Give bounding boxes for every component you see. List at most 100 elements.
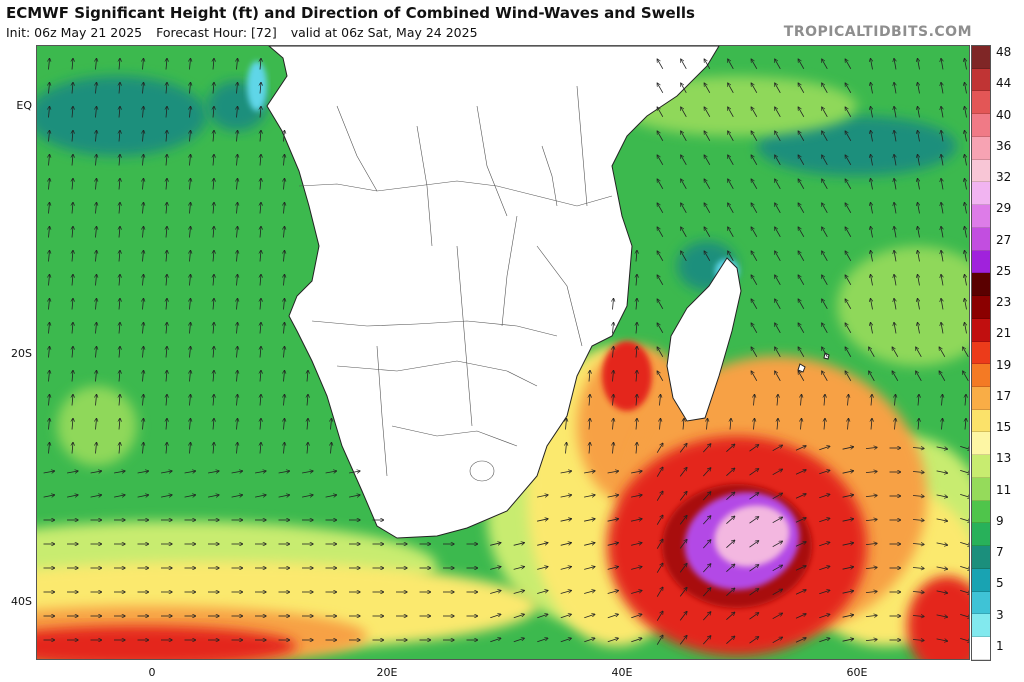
colorbar-cell	[972, 546, 990, 569]
direction-arrow	[284, 275, 285, 286]
direction-arrow	[894, 131, 896, 142]
direction-arrow	[728, 227, 734, 237]
direction-arrow	[728, 107, 734, 117]
direction-arrow	[941, 275, 943, 286]
colorbar-cell	[972, 227, 990, 251]
direction-arrow	[657, 155, 664, 165]
direction-arrow	[918, 155, 920, 166]
direction-arrow	[798, 299, 805, 309]
direction-arrow	[589, 419, 590, 430]
direction-arrow	[72, 395, 73, 406]
direction-arrow	[190, 203, 191, 214]
direction-arrow	[213, 155, 214, 166]
direction-arrow	[798, 227, 805, 237]
direction-arrow	[681, 227, 687, 237]
direction-arrow	[656, 443, 663, 453]
lightgreen-west	[57, 386, 137, 466]
direction-arrow	[72, 347, 73, 358]
colorbar-label: 25	[996, 263, 1012, 278]
direction-arrow	[871, 299, 873, 310]
direction-arrow	[613, 443, 614, 454]
direction-arrow	[161, 495, 172, 497]
direction-arrow	[190, 347, 191, 358]
direction-arrow	[845, 371, 852, 381]
direction-arrow	[90, 471, 102, 473]
direction-arrow	[190, 395, 191, 406]
direction-arrow	[751, 227, 758, 237]
direction-arrow	[307, 419, 308, 430]
direction-arrow	[96, 83, 97, 94]
direction-arrow	[842, 639, 854, 642]
colorbar-cell	[972, 318, 990, 342]
direction-arrow	[96, 347, 97, 358]
colorbar-label: 15	[996, 420, 1012, 435]
direction-arrow	[260, 395, 261, 406]
direction-arrow	[798, 347, 805, 357]
direction-arrow	[607, 543, 619, 546]
direction-arrow	[679, 444, 687, 453]
direction-arrow	[775, 323, 781, 333]
direction-arrow	[119, 443, 120, 454]
direction-arrow	[96, 299, 97, 310]
direction-arrow	[96, 107, 97, 118]
direction-arrow	[656, 611, 663, 621]
direction-arrow	[566, 443, 567, 454]
direction-arrow	[795, 518, 806, 523]
direction-arrow	[822, 155, 828, 165]
direction-arrow	[936, 447, 948, 449]
direction-arrow	[749, 565, 759, 572]
direction-arrow	[894, 299, 896, 310]
red-south-west	[37, 626, 297, 659]
direction-arrow	[918, 251, 920, 262]
direction-arrow	[912, 496, 924, 497]
direction-arrow	[842, 567, 854, 570]
direction-arrow	[213, 131, 214, 142]
direction-arrow	[631, 495, 642, 497]
direction-arrow	[49, 419, 50, 430]
colorbar-label: 5	[996, 576, 1004, 591]
direction-arrow	[798, 371, 805, 381]
wave-height-map[interactable]	[36, 45, 970, 660]
direction-arrow	[704, 83, 711, 93]
direction-arrow	[681, 155, 687, 165]
direction-arrow	[190, 299, 191, 310]
direction-arrow	[513, 614, 524, 619]
direction-arrow	[726, 468, 734, 476]
direction-arrow	[49, 443, 50, 454]
direction-arrow	[822, 323, 828, 333]
direction-arrow	[960, 566, 969, 569]
direction-arrow	[237, 395, 238, 406]
direction-arrow	[819, 590, 829, 595]
direction-arrow	[589, 443, 590, 454]
direction-arrow	[537, 543, 548, 546]
direction-arrow	[845, 155, 852, 165]
lon-label-60e: 60E	[846, 666, 868, 679]
direction-arrow	[798, 155, 805, 165]
direction-arrow	[657, 371, 664, 381]
direction-arrow	[184, 495, 196, 497]
direction-arrow	[166, 251, 167, 262]
direction-arrow	[751, 275, 758, 285]
direction-arrow	[822, 299, 828, 309]
direction-arrow	[284, 323, 285, 334]
direction-arrow	[284, 203, 285, 214]
direction-arrow	[824, 419, 825, 430]
colorbar-cell	[972, 114, 990, 137]
direction-arrow	[325, 471, 337, 473]
direction-arrow	[894, 179, 896, 190]
direction-arrow	[631, 543, 642, 546]
direction-arrow	[190, 251, 191, 262]
direction-arrow	[936, 615, 948, 617]
direction-arrow	[703, 492, 710, 501]
direction-arrow	[822, 371, 828, 381]
direction-arrow	[190, 179, 191, 190]
direction-arrow	[965, 107, 967, 118]
direction-arrow	[513, 543, 525, 546]
direction-arrow	[798, 83, 805, 93]
direction-arrow	[137, 471, 149, 473]
direction-arrow	[72, 275, 73, 286]
direction-arrow	[869, 347, 875, 357]
direction-arrow	[916, 371, 922, 381]
direction-arrow	[703, 444, 710, 453]
direction-arrow	[143, 107, 144, 118]
